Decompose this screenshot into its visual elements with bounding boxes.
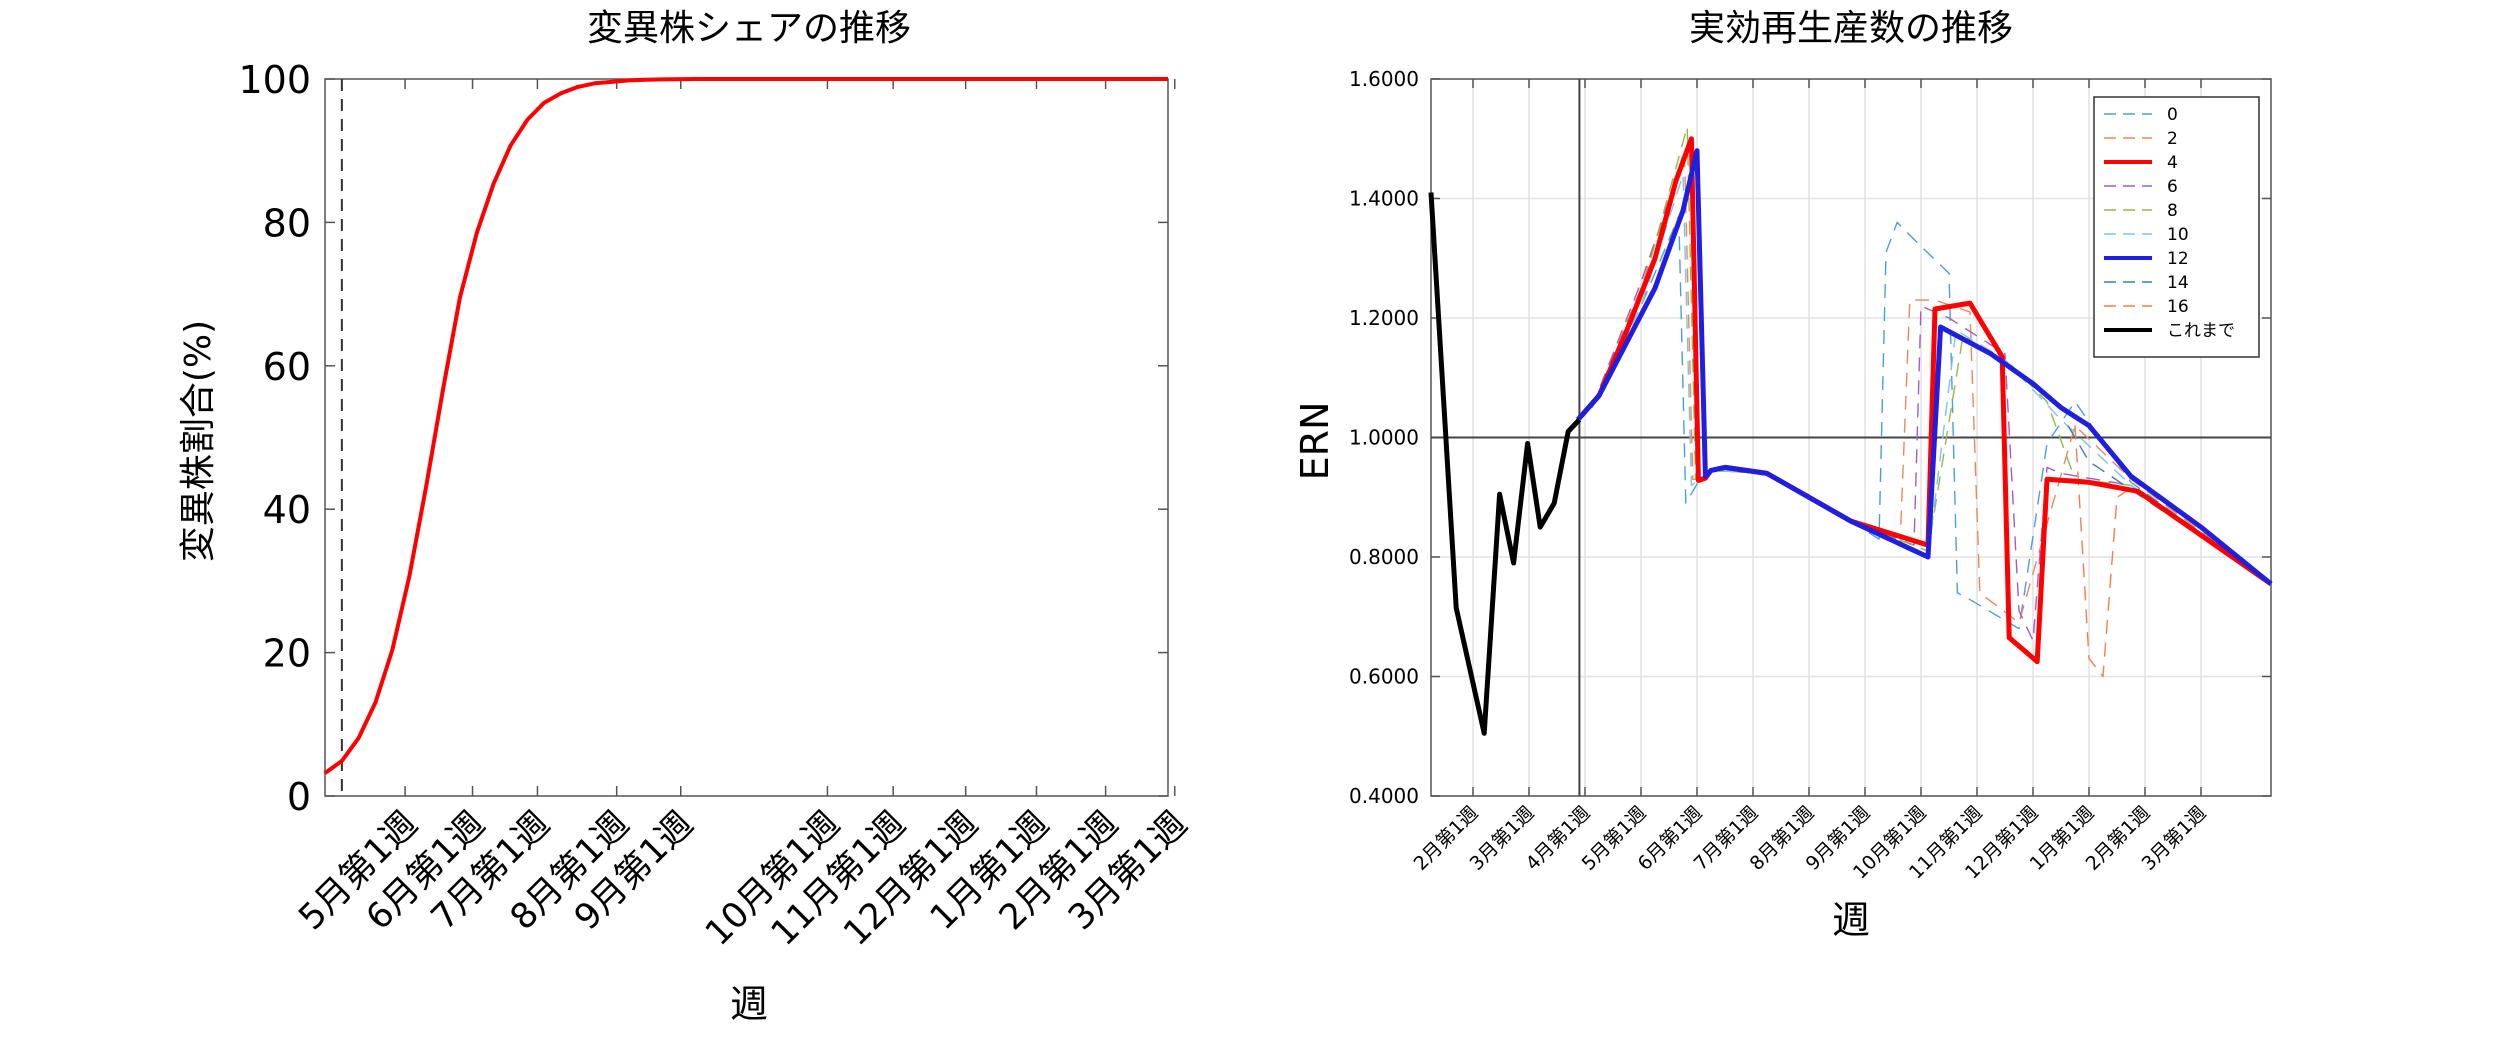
legend-label: 10 [2167,225,2189,245]
legend-label: 12 [2167,249,2189,269]
series-line-12 [1576,148,2273,586]
legend-label: 4 [2167,153,2178,173]
series-line [323,77,1168,775]
x-axis-label: 週 [1832,898,1870,942]
variant-share-chart: 変異株シェアの推移 変異株割合(%) 週 0204060801005月第1週6月… [178,8,1195,1026]
legend: 0 2 4 6 8 10 12 14 16 これまで [2093,96,2260,358]
legend-label: 14 [2167,273,2189,293]
y-axis-label: ERN [1293,402,1337,481]
y-tick-label: 40 [263,488,311,532]
chart-title: 変異株シェアの推移 [587,8,911,49]
y-axis-label: 変異株割合(%) [178,320,219,562]
series-line-8 [1591,126,2272,585]
y-tick-label: 0.8000 [1349,545,1419,569]
axes: 0204060801005月第1週6月第1週7月第1週8月第1週9月第1週10月… [238,58,1195,954]
legend-label: 0 [2167,105,2178,125]
y-tick-label: 0.6000 [1349,665,1419,689]
y-tick-label: 20 [263,632,311,676]
x-axis-label: 週 [730,982,768,1026]
y-tick-label: 1.2000 [1349,306,1419,330]
chart-title: 実効再生産数の推移 [1689,8,2013,49]
y-tick-label: 1.0000 [1349,426,1419,450]
y-tick-label: 60 [263,345,311,389]
plot-lines [1428,126,2273,736]
plot-frame [324,78,1169,797]
plot-lines [323,77,1168,775]
legend-label: 6 [2167,177,2178,197]
legend-label: 16 [2167,297,2189,317]
series-line-これまで [1428,192,1582,736]
legend-box [2093,96,2260,358]
y-tick-label: 1.4000 [1349,187,1419,211]
legend-label: これまで [2167,321,2235,341]
y-tick-label: 0 [287,775,311,819]
legend-label: 8 [2167,201,2178,221]
series-line-16 [2074,425,2272,678]
y-tick-label: 80 [263,201,311,245]
y-tick-label: 0.4000 [1349,784,1419,808]
effective-reproduction-chart: 実効再生産数の推移 ERN 週 0.4000 0.6000 0.8000 1.0000… [1293,8,2273,942]
y-tick-label: 100 [238,58,311,102]
legend-label: 2 [2167,129,2178,149]
y-tick-label: 1.6000 [1349,67,1419,91]
